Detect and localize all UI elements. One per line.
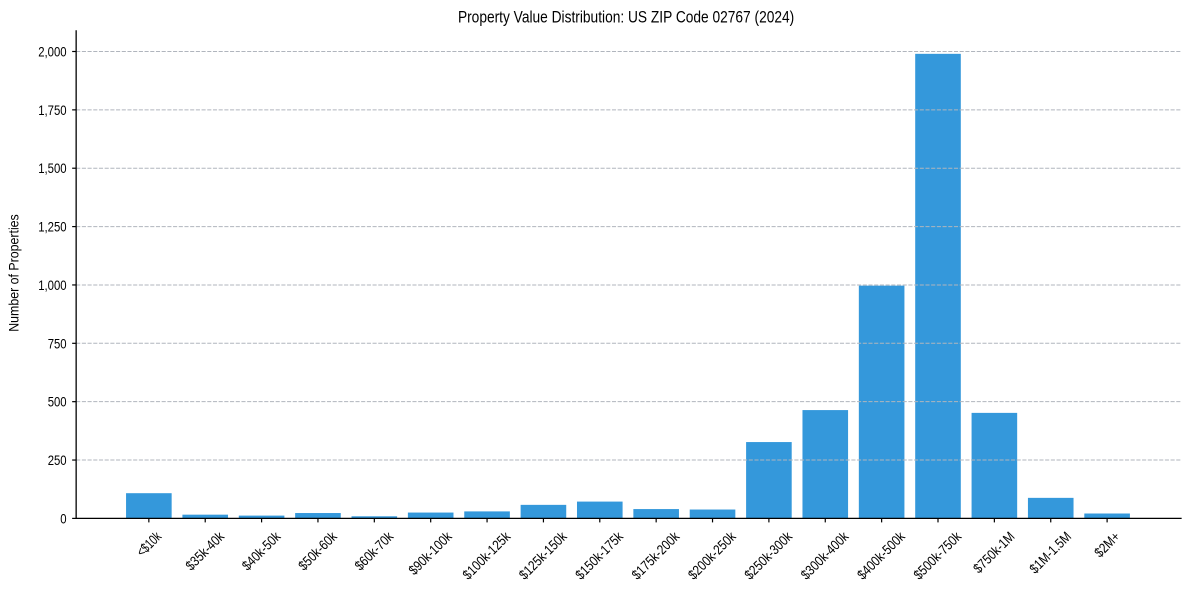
svg-text:250: 250 <box>48 452 67 468</box>
svg-text:0: 0 <box>60 510 67 526</box>
svg-text:1,250: 1,250 <box>38 219 67 235</box>
svg-text:2,000: 2,000 <box>38 44 67 60</box>
svg-text:1,750: 1,750 <box>38 102 67 118</box>
svg-text:1,500: 1,500 <box>38 160 67 176</box>
svg-text:1,000: 1,000 <box>38 277 67 293</box>
svg-text:750: 750 <box>48 335 67 351</box>
svg-text:500: 500 <box>48 394 67 410</box>
svg-text:Number of Properties: Number of Properties <box>5 214 21 332</box>
svg-text:Property Value Distribution: U: Property Value Distribution: US ZIP Code… <box>458 8 794 27</box>
